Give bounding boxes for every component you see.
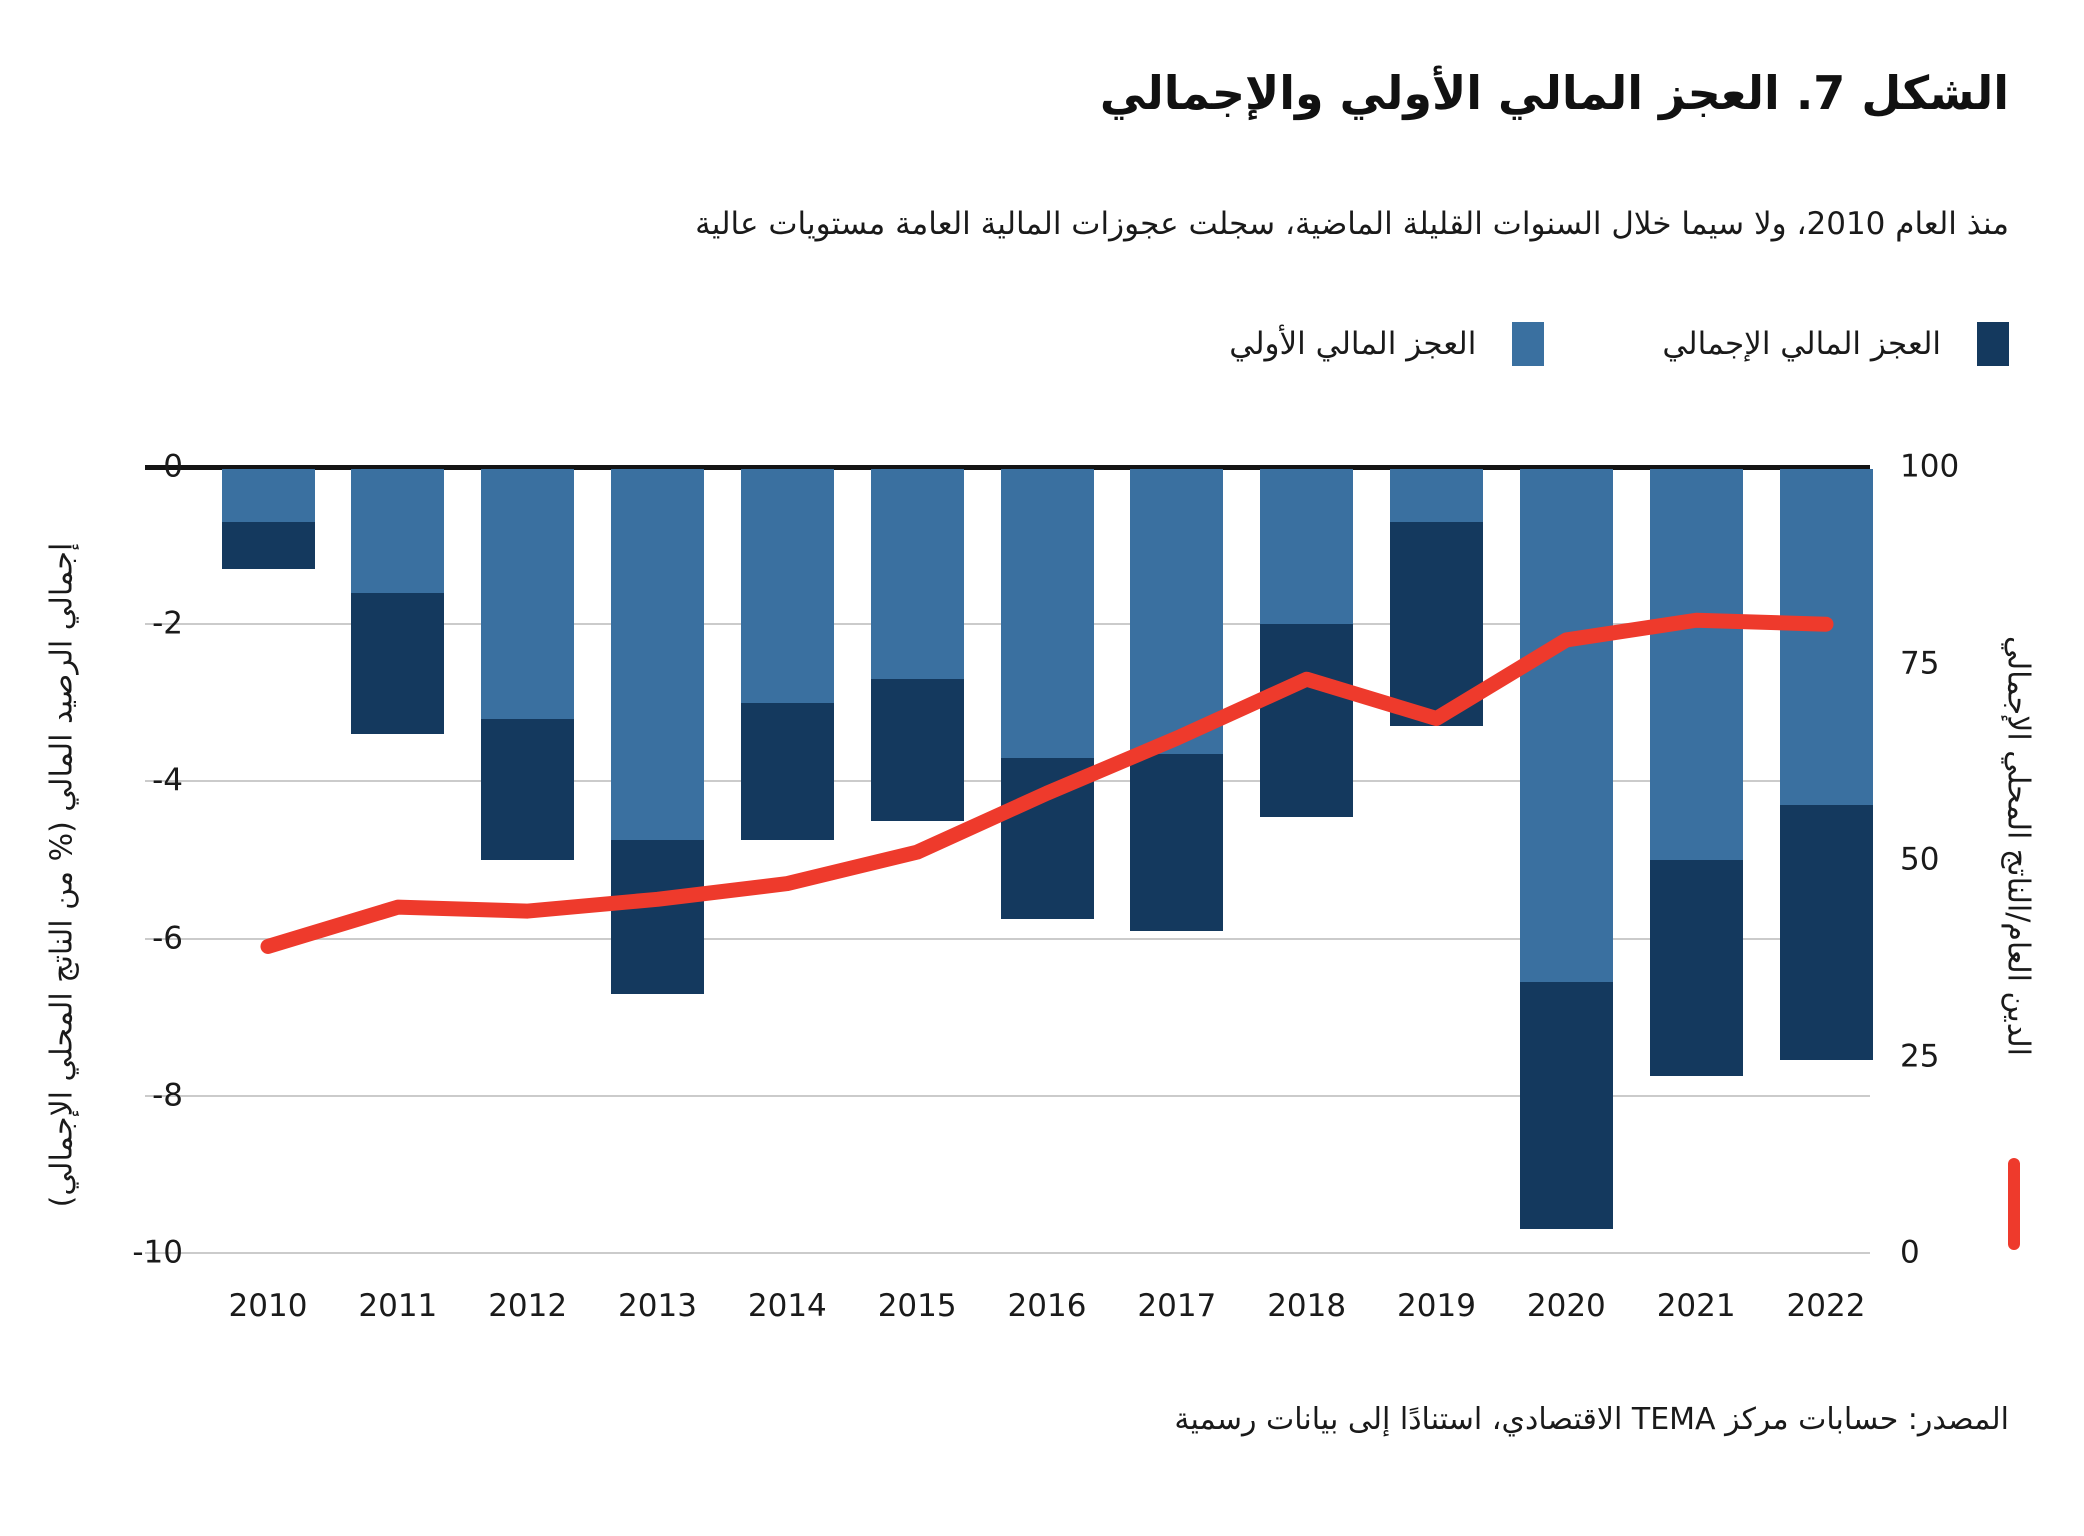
bar-overall-deficit-2018 [1260,624,1354,817]
bar-overall-deficit-2021 [1649,860,1743,1077]
right-axis-tick-75: 75 [1900,645,1940,681]
left-axis-tick--8: -8 [152,1077,183,1114]
year-label-2017: 2017 [1137,1288,1217,1324]
year-label-2013: 2013 [618,1288,697,1324]
bar-primary-deficit-2018 [1260,469,1354,625]
legend-swatch-overall-deficit [1977,322,2009,366]
figure-title: الشكل 7. العجز المالي الأولي والإجمالي [1099,66,2009,120]
year-label-2012: 2012 [488,1288,568,1324]
legend-label-primary-deficit: العجز المالي الأولي [1229,326,1477,362]
bar-overall-deficit-2020 [1519,981,1613,1230]
right-axis-tick-0: 0 [1900,1234,1920,1271]
bar-primary-deficit-2015 [870,469,964,680]
bar-primary-deficit-2014 [740,469,834,703]
year-label-2016: 2016 [1007,1288,1087,1324]
right-axis-title: الدين العام/الناتج المحلي الإجمالي [2000,636,2036,1056]
year-label-2020: 2020 [1526,1288,1606,1324]
legend-label-overall-deficit: العجز المالي الإجمالي [1662,326,1941,362]
bar-overall-deficit-2019 [1390,522,1483,727]
year-label-2022: 2022 [1786,1288,1866,1324]
year-label-2019: 2019 [1397,1288,1476,1324]
left-axis-title: إجمالي الرصيد المالي (% من الناتج المحلي… [44,542,80,1208]
left-axis-tick--10: -10 [132,1234,183,1271]
right-axis-tick-100: 100 [1900,448,1960,485]
bar-overall-deficit-2012 [481,718,575,860]
bar-primary-deficit-2011 [351,469,445,593]
bar-primary-deficit-2010 [221,469,315,523]
bar-primary-deficit-2013 [611,469,704,841]
bar-primary-deficit-2019 [1390,469,1483,523]
gridline--10 [145,1252,1870,1254]
right-axis-tick-50: 50 [1900,841,1940,878]
bar-overall-deficit-2016 [1000,757,1094,919]
legend-swatch-primary-deficit [1512,322,1545,366]
left-axis-tick--6: -6 [152,920,183,957]
legend-item-overall-deficit: العجز المالي الإجمالي [1662,322,2009,366]
bar-primary-deficit-2020 [1519,469,1613,982]
right-axis-tick-25: 25 [1900,1038,1940,1074]
bar-primary-deficit-2016 [1000,469,1094,758]
figure-subtitle: منذ العام 2010، ولا سيما خلال السنوات ال… [695,206,2009,242]
bar-overall-deficit-2013 [611,840,704,994]
bar-overall-deficit-2017 [1130,753,1224,931]
year-label-2015: 2015 [877,1288,957,1324]
bar-overall-deficit-2011 [351,592,445,735]
year-label-2010: 2010 [228,1288,308,1324]
bar-overall-deficit-2015 [870,679,964,821]
source-note: المصدر: حسابات مركز TEMA الاقتصادي، استن… [1174,1402,2009,1437]
gridline--8 [145,1094,1870,1097]
bar-overall-deficit-2022 [1779,804,1873,1061]
year-label-2018: 2018 [1267,1288,1347,1324]
bar-primary-deficit-2022 [1779,469,1873,805]
bar-overall-deficit-2010 [221,522,315,570]
left-axis-tick--2: -2 [152,605,183,642]
bar-overall-deficit-2014 [740,702,834,841]
bar-primary-deficit-2012 [481,469,575,719]
bar-primary-deficit-2017 [1130,469,1224,754]
debt-line-legend-marker [2008,1158,2020,1250]
legend-item-primary-deficit: العجز المالي الأولي [1229,322,1545,366]
zero-axis-line [145,464,1870,470]
bar-primary-deficit-2021 [1649,469,1743,860]
left-axis-tick--4: -4 [152,762,183,799]
year-label-2014: 2014 [747,1288,827,1324]
left-axis-tick-0: 0 [163,448,183,485]
year-label-2011: 2011 [358,1288,438,1324]
legend: العجز المالي الإجمالي العجز المالي الأول… [1229,322,2009,366]
year-label-2021: 2021 [1656,1288,1736,1324]
